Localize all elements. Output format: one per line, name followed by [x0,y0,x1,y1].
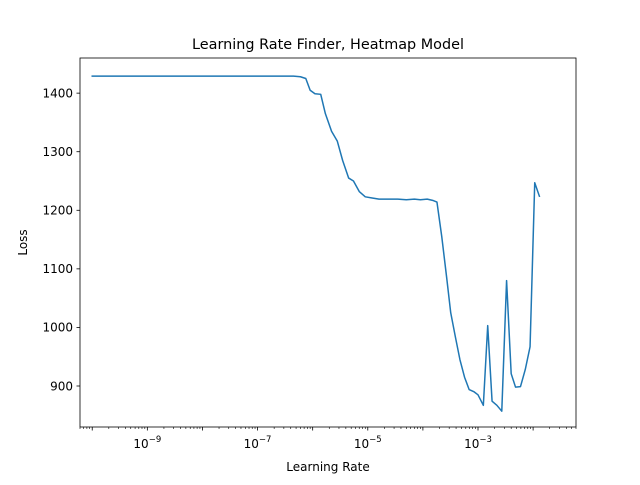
y-tick-label: 900 [50,379,73,393]
x-tick-label: 10−3 [464,435,492,451]
y-tick-label: 1100 [42,262,73,276]
y-tick-label: 1400 [42,86,73,100]
x-tick-label: 10−5 [354,435,382,451]
y-tick-label: 1000 [42,321,73,335]
y-tick-label: 1300 [42,145,73,159]
y-tick-label: 1200 [42,204,73,218]
chart-title: Learning Rate Finder, Heatmap Model [192,37,464,53]
y-axis-ticks: 900 1000 1100 1200 1300 1400 [42,86,80,393]
plot-layer [91,75,541,412]
axes-frame [79,57,577,428]
x-axis-label: Learning Rate [286,460,369,474]
y-axis-label: Loss [16,229,30,255]
x-tick-label: 10−7 [244,435,272,451]
series-line-0 [91,75,541,412]
x-axis-ticks: 10−9 10−7 10−5 10−3 [79,427,577,451]
x-tick-label: 10−9 [133,435,161,451]
